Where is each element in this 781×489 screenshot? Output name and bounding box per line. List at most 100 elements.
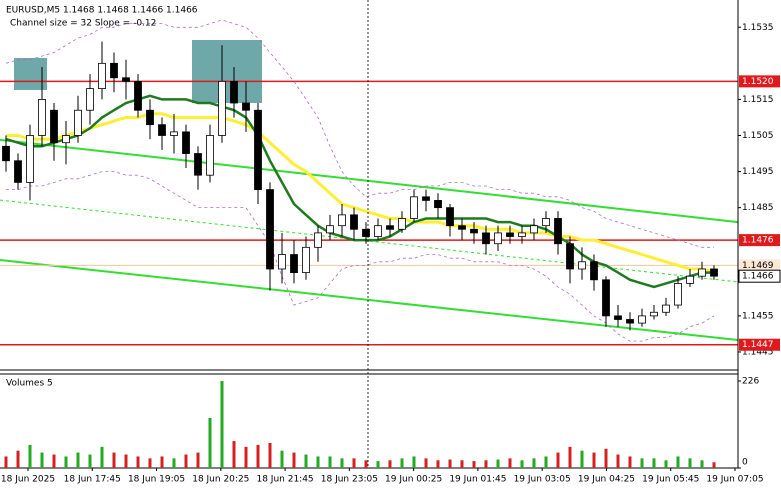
volume-bar xyxy=(604,448,608,468)
volume-bar xyxy=(556,452,560,468)
price-tag-label: 1.1520 xyxy=(742,77,774,87)
candle-body xyxy=(98,62,106,89)
volume-bar xyxy=(712,462,716,468)
volume-bar xyxy=(460,460,464,468)
x-tick-label: 19 Jun 05:45 xyxy=(642,475,699,485)
volume-bar xyxy=(232,441,236,468)
candle-body xyxy=(410,196,418,219)
candle-body xyxy=(542,218,550,227)
volume-bar xyxy=(160,456,164,468)
candle-body xyxy=(122,77,130,82)
volume-bar xyxy=(256,444,260,468)
candle-body xyxy=(278,254,286,270)
volume-bar xyxy=(664,460,668,468)
candle-body xyxy=(554,218,562,245)
volume-bar xyxy=(628,456,632,468)
volume-bar xyxy=(40,452,44,468)
volume-bar xyxy=(652,458,656,468)
candle-body xyxy=(458,225,466,230)
candle-body xyxy=(674,283,682,306)
indicator-line xyxy=(6,112,715,275)
volume-bar xyxy=(700,460,704,468)
candle-body xyxy=(530,225,538,234)
volume-bar xyxy=(424,458,428,468)
candle-body xyxy=(14,160,22,183)
volume-tick-label: 0 xyxy=(742,458,748,468)
volume-bar xyxy=(64,456,68,468)
candle-body xyxy=(218,80,226,136)
volume-bar xyxy=(328,456,332,468)
x-tick-label: 19 Jun 07:05 xyxy=(706,475,763,485)
volume-bar xyxy=(580,450,584,468)
volume-bar xyxy=(316,456,320,468)
candle-body xyxy=(206,135,214,176)
candle-body xyxy=(350,214,358,230)
volume-bar xyxy=(388,460,392,468)
x-tick-label: 19 Jun 03:05 xyxy=(514,475,571,485)
y-tick-label: 1.1455 xyxy=(742,311,774,321)
candle-body xyxy=(698,268,706,277)
volume-bar xyxy=(376,461,380,468)
candle-body xyxy=(662,304,670,313)
candle-body xyxy=(230,80,238,104)
volume-bar xyxy=(340,458,344,468)
volume-bar xyxy=(208,417,212,468)
x-tick-label: 18 Jun 2025 xyxy=(1,475,55,485)
volume-bar xyxy=(412,456,416,468)
volume-bar xyxy=(76,452,80,468)
candle-body xyxy=(26,135,34,183)
candle-body xyxy=(470,228,478,234)
candle-body xyxy=(650,311,658,317)
volume-bar xyxy=(448,459,452,468)
volume-bar xyxy=(28,444,32,468)
volume-bar xyxy=(400,458,404,468)
volume-bar xyxy=(616,454,620,468)
x-tick-label: 19 Jun 04:25 xyxy=(578,475,635,485)
volume-bar xyxy=(148,458,152,468)
price-panel xyxy=(0,19,739,346)
volume-bar xyxy=(112,452,116,468)
price-tag xyxy=(739,259,780,272)
y-tick-label: 1.1485 xyxy=(742,203,774,213)
price-tag xyxy=(738,269,781,283)
volume-bar xyxy=(196,452,200,468)
volume-bar xyxy=(304,454,308,468)
y-tick-label: 1.1505 xyxy=(742,131,774,141)
candle-body xyxy=(338,214,346,227)
x-tick-label: 19 Jun 01:45 xyxy=(449,475,506,485)
candle-body xyxy=(386,225,394,230)
volume-bar xyxy=(292,452,296,468)
candle-body xyxy=(182,131,190,154)
candle-body xyxy=(242,102,250,111)
volume-bar xyxy=(124,454,128,468)
candle-body xyxy=(638,315,646,324)
volume-bar xyxy=(352,458,356,468)
candle-body xyxy=(254,109,262,191)
y-tick-label: 1.1515 xyxy=(742,95,774,105)
highlight-zone xyxy=(192,40,262,103)
volume-bar xyxy=(532,458,536,468)
y-tick-label: 1.1495 xyxy=(742,167,774,177)
volume-title: Volumes 5 xyxy=(6,379,53,389)
volume-bar xyxy=(592,452,596,468)
price-tag-label: 1.1476 xyxy=(742,236,774,246)
volume-bar xyxy=(364,460,368,468)
volume-bar xyxy=(436,460,440,468)
volume-bar xyxy=(472,461,476,468)
chart-subtitle: Channel size = 32 Slope = -0.12 xyxy=(10,19,156,29)
candle-body xyxy=(602,279,610,317)
price-tag xyxy=(739,234,780,247)
candle-body xyxy=(422,196,430,201)
volume-bar xyxy=(88,454,92,468)
candle-body xyxy=(494,232,502,245)
channel-line xyxy=(0,258,739,342)
candle-body xyxy=(446,207,454,227)
candle-body xyxy=(86,88,94,111)
candle-body xyxy=(590,261,598,281)
volume-bar xyxy=(676,456,680,468)
volume-bar xyxy=(484,460,488,468)
price-tag xyxy=(739,75,780,88)
candle-body xyxy=(398,218,406,230)
volume-bar xyxy=(4,456,8,468)
